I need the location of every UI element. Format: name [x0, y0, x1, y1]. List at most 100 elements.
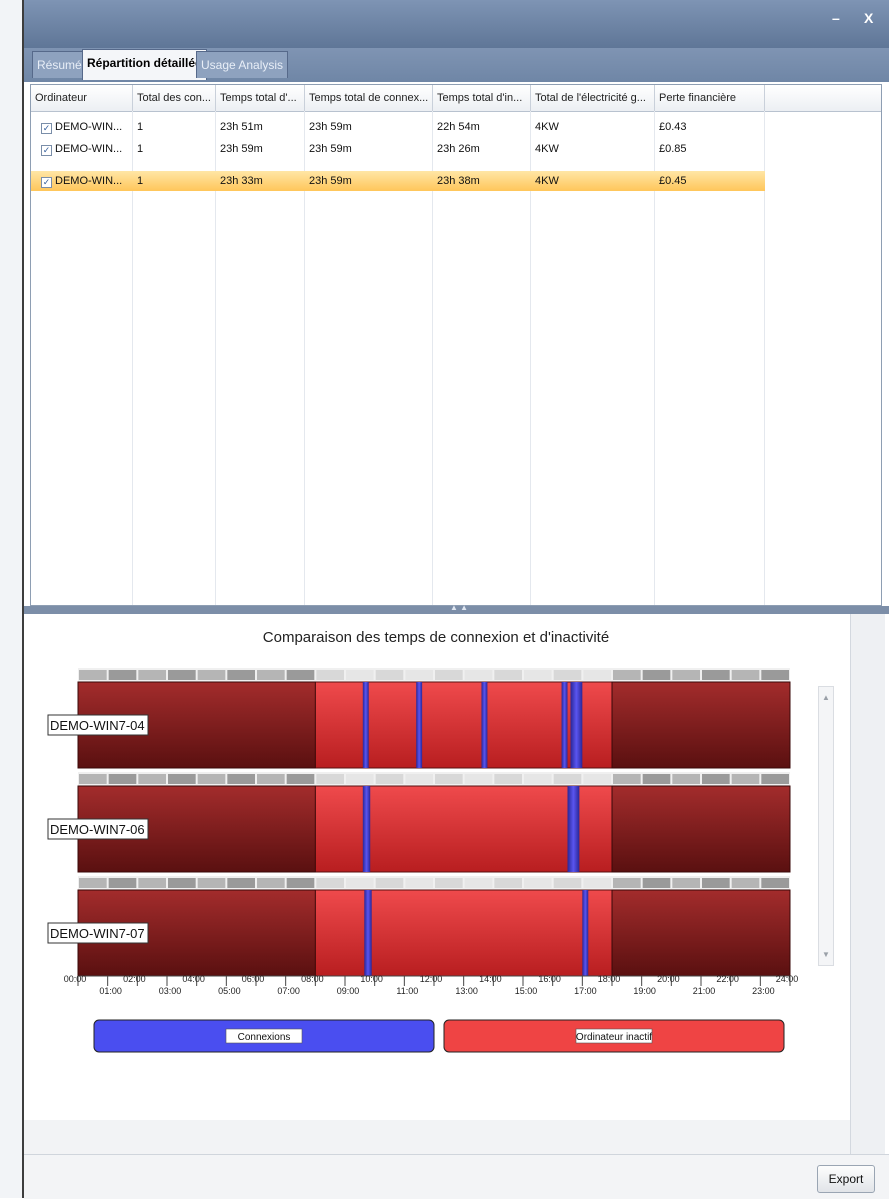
hour-strip-cell: [286, 774, 315, 784]
hour-strip-cell: [108, 670, 137, 680]
cell-ordinateur: ✓ DEMO-WIN...: [37, 117, 133, 137]
hour-strip-cell: [168, 878, 196, 888]
table-row-selected[interactable]: ✓ DEMO-WIN... 1 23h 33m 23h 59m 23h 38m 4…: [31, 171, 765, 191]
cell-ordinateur-text: DEMO-WIN...: [55, 175, 123, 187]
connection-bar: [570, 682, 583, 768]
x-tick-label: 11:00: [396, 986, 418, 996]
cell-ordinateur: ✓ DEMO-WIN...: [37, 139, 133, 159]
cell-electricite: 4KW: [535, 175, 559, 187]
column-header-temps-connexion[interactable]: Temps total de connex...: [305, 85, 433, 111]
hour-strip-cell: [197, 670, 226, 680]
hour-strip-cell: [702, 774, 730, 784]
hour-strip-cell: [702, 670, 730, 680]
legend-label: Ordinateur inactif: [576, 1032, 652, 1043]
dim-range-bar: [611, 785, 791, 873]
column-divider: [432, 111, 433, 605]
hour-strip-cell: [464, 878, 493, 888]
tab-usage-analysis[interactable]: Usage Analysis: [196, 51, 289, 78]
legend-label-box: [225, 1028, 303, 1044]
hour-strip-cell: [524, 774, 552, 784]
chart-row-labels: DEMO-WIN7-04 DEMO-WIN7-06 DEMO-WIN7-07: [47, 714, 149, 944]
cell-temps-connexion: 23h 59m: [309, 175, 352, 187]
hour-strip-cell: [108, 774, 137, 784]
connection-bar: [364, 890, 372, 976]
row-checkbox[interactable]: ✓: [41, 145, 52, 156]
tab-resume[interactable]: Résumé: [32, 51, 87, 78]
table-row[interactable]: ✓ DEMO-WIN... 1 23h 51m 23h 59m 22h 54m 4…: [31, 117, 765, 137]
column-header-temps-total-d[interactable]: Temps total d'...: [216, 85, 305, 111]
hour-strip-cell: [375, 670, 404, 680]
column-divider: [132, 111, 133, 605]
timeline-chart: Comparaison des temps de connexion et d'…: [47, 629, 799, 1053]
hour-strip-cell: [642, 774, 671, 784]
x-tick-label: 19:00: [633, 986, 656, 996]
pane-splitter[interactable]: ▲ ▲: [24, 603, 889, 614]
hour-strip-cell: [553, 878, 582, 888]
connection-bar: [362, 786, 371, 872]
cell-temps-connexion: 23h 59m: [309, 143, 352, 155]
close-button[interactable]: X: [864, 10, 874, 26]
row-label-box: [47, 714, 149, 736]
hour-strip-cell: [346, 670, 374, 680]
row-checkbox[interactable]: ✓: [41, 177, 52, 188]
row-label-box: [47, 922, 149, 944]
x-tick-label: 00:00: [64, 974, 87, 984]
column-divider: [654, 111, 655, 605]
detail-grid: Ordinateur Total des con... Temps total …: [30, 84, 882, 606]
hour-strip-cell: [583, 670, 611, 680]
hour-strip: [78, 876, 790, 890]
hour-strip-cell: [613, 774, 641, 784]
hour-strip-cell: [672, 878, 700, 888]
column-divider: [215, 111, 216, 605]
tab-strip: Résumé Répartition détaillée Usage Analy…: [24, 48, 889, 82]
hour-strip-cell: [257, 878, 285, 888]
hour-strip-cell: [108, 878, 137, 888]
scroll-up-icon[interactable]: ▲: [822, 693, 830, 702]
x-tick-label: 06:00: [242, 974, 265, 984]
hour-strip-cell: [672, 774, 700, 784]
x-tick-label: 14:00: [479, 974, 502, 984]
hour-strip-cell: [613, 878, 641, 888]
hour-strip-cell: [494, 878, 522, 888]
hour-strip-cell: [494, 774, 522, 784]
legend-label: Connexions: [238, 1032, 291, 1043]
splitter-grip-icon[interactable]: ▲ ▲: [449, 603, 469, 612]
connection-bar: [416, 682, 423, 768]
column-header-temps-inactivite[interactable]: Temps total d'in...: [433, 85, 531, 111]
hour-strip-cell: [405, 670, 433, 680]
tab-repartition-detaillee[interactable]: Répartition détaillée: [82, 49, 207, 80]
hour-strip-cell: [761, 774, 789, 784]
chart-x-axis: 00:00 02:00 04:00 06:00 08:00 10:00 12:00 14:00…: [64, 974, 799, 996]
export-button[interactable]: Export: [817, 1165, 875, 1193]
column-header-ordinateur[interactable]: Ordinateur: [31, 85, 133, 111]
hour-strip-cell: [316, 878, 344, 888]
scroll-down-icon[interactable]: ▼: [822, 950, 830, 959]
hour-strip-cell: [731, 670, 760, 680]
hour-strip-cell: [257, 670, 285, 680]
minimize-button[interactable]: –: [832, 10, 840, 26]
cell-temps-connexion: 23h 59m: [309, 121, 352, 133]
chart-pane-border: [850, 614, 885, 1154]
connection-bar: [481, 682, 488, 768]
x-tick-label: 16:00: [538, 974, 561, 984]
cell-ordinateur-text: DEMO-WIN...: [55, 143, 123, 155]
row-checkbox[interactable]: ✓: [41, 123, 52, 134]
hour-strip-cell: [346, 774, 374, 784]
hour-strip-cell: [583, 774, 611, 784]
x-tick-label: 21:00: [693, 986, 716, 996]
table-row[interactable]: ✓ DEMO-WIN... 1 23h 59m 23h 59m 23h 26m 4…: [31, 139, 765, 159]
hour-strip-cell: [227, 670, 255, 680]
hour-strip-cell: [642, 878, 671, 888]
hour-strip-cell: [464, 774, 493, 784]
connection-bar: [561, 682, 568, 768]
grid-header: Ordinateur Total des con... Temps total …: [31, 85, 881, 112]
hour-strip-cell: [672, 670, 700, 680]
column-header-total-connexions[interactable]: Total des con...: [133, 85, 216, 111]
hour-strip-cell: [316, 774, 344, 784]
chart-scrollbar[interactable]: ▲ ▼: [818, 686, 834, 966]
column-header-electricite[interactable]: Total de l'électricité g...: [531, 85, 655, 111]
column-header-perte-financiere[interactable]: Perte financière: [655, 85, 765, 111]
x-tick-label: 20:00: [657, 974, 680, 984]
row-label-box: [47, 818, 149, 840]
legend-label-box: [575, 1028, 653, 1044]
